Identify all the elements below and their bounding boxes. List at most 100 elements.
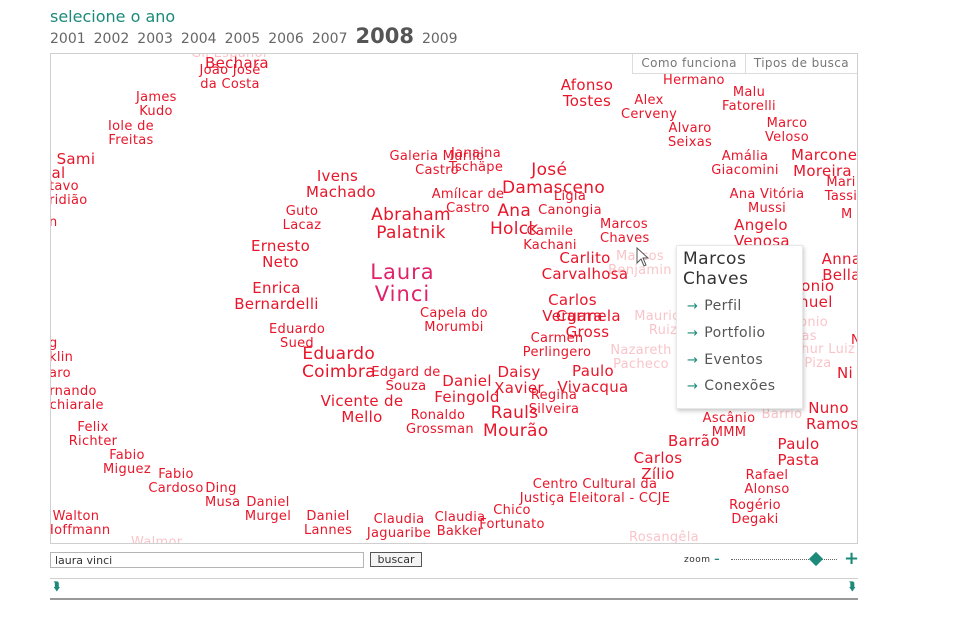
tab-tipos-de-busca[interactable]: Tipos de busca	[744, 54, 857, 73]
double-chevron-down-icon[interactable]: ⮯	[848, 580, 855, 593]
artist-name-link[interactable]: Nuno Ramos	[806, 399, 858, 433]
artist-name-link[interactable]: James Kudo	[136, 90, 177, 119]
artist-name-link[interactable]: José Damasceno	[502, 160, 606, 199]
artist-name-link[interactable]: Alex Cerveny	[621, 93, 678, 122]
zoom-in-button[interactable]: +	[844, 548, 860, 569]
year-option-2006[interactable]: 2006	[268, 31, 304, 47]
artist-name-link[interactable]: rnando cchiarale	[50, 384, 104, 413]
artist-name-link[interactable]: ridião	[50, 193, 88, 208]
artist-name-link[interactable]: Marcos Chaves	[600, 217, 650, 246]
artist-name-link[interactable]: Nazareth Pacheco	[610, 343, 672, 372]
artist-name-link[interactable]: M	[841, 207, 853, 222]
artist-name-link[interactable]: Claudia Jaguaribe	[366, 512, 432, 541]
zoom-out-button[interactable]: -	[714, 549, 720, 568]
artist-name-link[interactable]: Paulo Vivacqua	[557, 362, 629, 396]
artist-name-link[interactable]: Daniel Feingold	[434, 372, 500, 406]
artist-name-link[interactable]: Hilal	[51, 164, 66, 182]
artist-name-link[interactable]: Claudia Bakker	[434, 510, 486, 539]
search-button[interactable]: buscar	[370, 552, 422, 567]
artist-name-link[interactable]: Walton Hoffmann	[50, 509, 111, 538]
artist-name-link[interactable]: Daniel Lannes	[304, 509, 353, 538]
artist-name-link[interactable]: aro	[50, 366, 71, 381]
artist-name-link[interactable]: Hal Sami	[51, 150, 96, 168]
artist-name-link[interactable]: Daniel Murgel	[244, 495, 292, 524]
artist-cloud-canvas[interactable]: Gil Espanol Bechara João José da Costa Jame…	[50, 53, 858, 544]
artist-name-link[interactable]: Ligia Canongia	[538, 189, 602, 218]
zoom-slider-track[interactable]	[731, 559, 837, 560]
popup-link-perfil[interactable]: → Perfil	[687, 298, 742, 314]
artist-name-link[interactable]: Bechara	[205, 54, 269, 72]
artist-name-link[interactable]: Fabio Cardoso	[148, 467, 204, 496]
artist-name-link[interactable]: n	[51, 216, 58, 230]
zoom-slider-handle[interactable]	[808, 551, 823, 567]
artist-name-link[interactable]: Felix Richter	[68, 420, 118, 449]
artist-name-link[interactable]: g	[51, 337, 58, 351]
artist-name-link[interactable]: Fabio Miguez	[103, 448, 151, 477]
artist-name-link[interactable]: Ronaldo Grossman	[406, 408, 474, 437]
artist-name-link[interactable]: Paulo Pasta	[777, 435, 820, 469]
artist-name-link[interactable]: Guto Lacaz	[282, 204, 322, 233]
artist-name-link[interactable]: Enrica Bernardelli	[234, 279, 319, 313]
artist-name-link[interactable]: Capela do Morumbi	[420, 306, 488, 335]
artist-name-link[interactable]: Marcos Benjamin	[608, 250, 672, 278]
artist-name-link[interactable]: Alvaro Seixas	[667, 121, 713, 150]
double-chevron-down-icon[interactable]: ⮯	[53, 580, 60, 593]
artist-name-link[interactable]: Galeria Murilo Castro	[389, 149, 485, 178]
artist-name-link[interactable]: Hermano	[663, 73, 725, 88]
year-option-2004[interactable]: 2004	[180, 31, 217, 47]
artist-name-link[interactable]: tavo	[50, 179, 79, 194]
artist-name-link[interactable]: Walmor	[131, 535, 183, 544]
artist-name-link[interactable]: Ana Vitória Mussi	[729, 187, 805, 216]
artist-name-link[interactable]: Ana Holck	[489, 201, 539, 240]
artist-name-link[interactable]: Chico Fortunato	[479, 503, 545, 532]
artist-name-link[interactable]: Camile Kachani	[523, 224, 577, 253]
artist-name-link[interactable]: Janaina Tschäpe	[448, 146, 504, 175]
artist-name-link[interactable]: Abraham Palatnik	[371, 205, 451, 244]
artist-name-link[interactable]: Eduardo Sued	[269, 322, 326, 351]
year-option-2009[interactable]: 2009	[421, 31, 458, 47]
popup-link-portfolio[interactable]: → Portfolio	[687, 325, 766, 341]
artist-name-link[interactable]: Laura Vinci	[370, 260, 435, 307]
year-option-2008[interactable]: 2008	[355, 24, 414, 48]
popup-link-eventos[interactable]: → Eventos	[687, 352, 763, 368]
artist-name-link[interactable]: Iole de Freitas	[108, 119, 154, 148]
artist-name-link[interactable]: Ni	[837, 364, 853, 382]
popup-link-conexoes[interactable]: → Conexões	[687, 378, 775, 394]
tab-como-funciona[interactable]: Como funciona	[641, 56, 737, 70]
year-option-2007[interactable]: 2007	[311, 31, 348, 47]
artist-name-link[interactable]: Rafael Alonso	[744, 468, 790, 497]
artist-name-link[interactable]: Rauls Mourão	[483, 403, 549, 442]
artist-name-link[interactable]: Ernesto Neto	[250, 237, 311, 271]
artist-name-link[interactable]: klin	[50, 350, 74, 365]
artist-name-link[interactable]: Ascânio MMM	[702, 411, 756, 440]
artist-name-link[interactable]: Edgard de Souza	[371, 365, 441, 394]
artist-name-link[interactable]: Centro Cultural da Justiça Eleitoral - C…	[519, 477, 671, 506]
year-option-2001[interactable]: 2001	[50, 31, 86, 47]
year-option-2005[interactable]: 2005	[224, 31, 261, 47]
artist-name-link[interactable]: Marco Veloso	[765, 116, 809, 145]
artist-name-link[interactable]: Carlos Vergara	[542, 291, 603, 325]
artist-name-link[interactable]: Ivens Machado	[306, 167, 376, 201]
artist-name-link[interactable]: Ding Musa	[205, 481, 241, 510]
artist-name-link[interactable]: Malu Fatorelli	[722, 85, 776, 114]
artist-name-link[interactable]: Anna Bella	[821, 250, 858, 284]
artist-name-link[interactable]: Amílcar de Castro	[431, 187, 505, 216]
artist-name-link[interactable]: Carlos Zílio	[633, 449, 683, 483]
artist-name-link[interactable]: Daisy Xavier	[494, 363, 544, 397]
artist-name-link[interactable]: Vicente de Mello	[320, 392, 404, 426]
artist-name-link[interactable]: N	[851, 334, 857, 348]
artist-name-link[interactable]: Regina Silveira	[528, 388, 580, 417]
artist-name-link[interactable]: Carmela Gross	[556, 307, 621, 341]
year-option-2003[interactable]: 2003	[137, 31, 173, 47]
artist-name-link[interactable]: Afonso Tostes	[560, 76, 614, 110]
artist-name-link[interactable]: Eduardo Coimbra	[302, 344, 376, 383]
artist-name-link[interactable]: Gil Espanol	[191, 53, 267, 61]
artist-name-link[interactable]: Rogério Degaki	[729, 498, 781, 527]
artist-name-link[interactable]: Mari Tassi	[824, 175, 858, 204]
artist-name-link[interactable]: Carmen Perlingero	[522, 331, 592, 360]
artist-name-link[interactable]: Angelo Venosa	[734, 216, 790, 250]
artist-name-link[interactable]: Carlito Carvalhosa	[541, 249, 629, 283]
artist-name-link[interactable]: Rosangêla	[629, 530, 699, 544]
year-option-2002[interactable]: 2002	[93, 31, 130, 47]
artist-name-link[interactable]: Barrão	[668, 432, 720, 450]
